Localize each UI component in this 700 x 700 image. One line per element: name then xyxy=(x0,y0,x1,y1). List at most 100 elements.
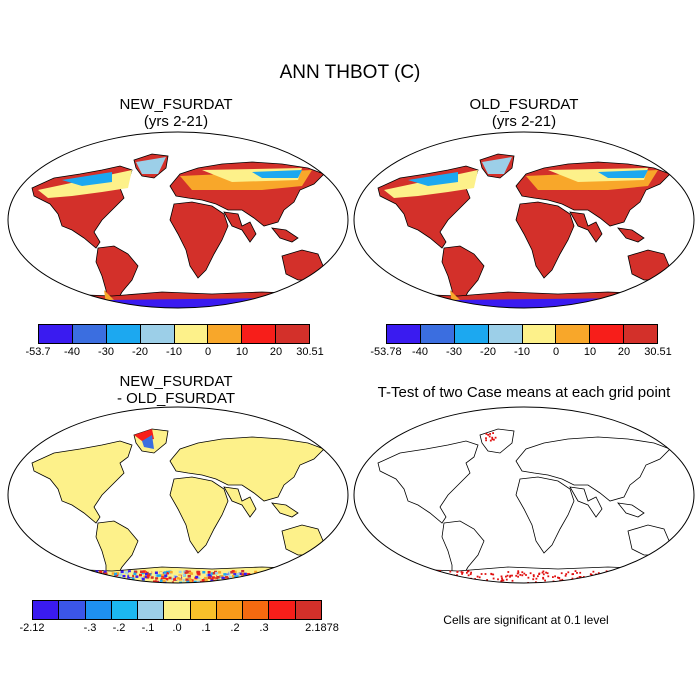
colorbar-tick-label: -30 xyxy=(98,346,114,358)
diff-cell xyxy=(42,570,46,573)
significant-cell xyxy=(491,438,494,441)
diff-cell xyxy=(229,583,232,585)
diff-cell xyxy=(251,575,255,579)
diff-cell xyxy=(185,578,189,581)
diff-cell xyxy=(262,577,266,581)
diff-cell xyxy=(49,575,53,578)
diff-cell xyxy=(267,573,271,576)
diff-cell xyxy=(275,579,279,582)
diff-cell xyxy=(314,576,318,579)
diff-cell xyxy=(42,580,46,583)
diff-cell xyxy=(322,573,326,576)
colorbar-tick-label: 30.51 xyxy=(644,346,672,358)
diff-cell xyxy=(127,583,130,585)
diff-cell xyxy=(87,572,91,576)
significant-cell xyxy=(552,576,554,578)
diff-cell xyxy=(254,570,258,574)
diff-cell xyxy=(300,581,304,583)
diff-cell xyxy=(85,574,89,577)
significant-cell xyxy=(638,575,641,578)
significant-cell xyxy=(654,579,657,582)
diff-cell xyxy=(252,584,255,585)
diff-cell xyxy=(97,581,101,583)
significant-cell xyxy=(532,578,535,581)
colorbar-tick-label: 20 xyxy=(269,346,283,358)
diff-cell xyxy=(32,582,36,583)
diff-cell xyxy=(228,581,231,583)
diff-cell xyxy=(207,571,211,574)
significant-cell xyxy=(485,439,487,442)
diff-cell xyxy=(238,580,242,583)
diff-cell xyxy=(135,575,139,578)
diff-cell xyxy=(228,575,232,579)
significance-note: Cells are significant at 0.1 level xyxy=(443,613,609,627)
diff-cell xyxy=(290,580,294,583)
significant-cell xyxy=(434,571,437,573)
diff-cell xyxy=(46,575,50,578)
diff-cell xyxy=(80,570,84,574)
panel-diff-title: NEW_FSURDAT - OLD_FSURDAT xyxy=(0,373,352,407)
diff-cell xyxy=(84,579,88,582)
diff-cell xyxy=(226,582,230,583)
diff-cell xyxy=(67,570,71,573)
diff-cell xyxy=(325,574,329,578)
diff-cell xyxy=(164,574,168,577)
significant-cell xyxy=(502,579,505,582)
diff-cell xyxy=(169,584,172,585)
significant-cell xyxy=(623,575,626,578)
diff-cell xyxy=(37,574,40,577)
diff-cell xyxy=(283,571,286,575)
colorbar-cell xyxy=(106,325,141,343)
colorbar-cell xyxy=(269,601,296,619)
diff-cell xyxy=(275,576,279,580)
significant-cell xyxy=(634,581,637,583)
diff-cell xyxy=(37,579,41,582)
diff-cell xyxy=(230,582,234,583)
diff-cell xyxy=(128,572,132,575)
diff-cell xyxy=(89,571,92,575)
significant-cell xyxy=(622,573,624,576)
significant-cell xyxy=(468,579,470,581)
diff-cell xyxy=(308,577,312,580)
diff-cell xyxy=(45,576,49,579)
diff-cell xyxy=(115,582,119,583)
diff-cell xyxy=(214,584,217,585)
diff-cell xyxy=(290,577,294,581)
panel-old-title-line1: OLD_FSURDAT xyxy=(469,96,579,113)
diff-cell xyxy=(274,579,277,582)
diff-cell xyxy=(227,573,231,576)
diff-cell xyxy=(53,570,57,573)
diff-cell xyxy=(300,577,304,581)
diff-cell xyxy=(182,573,186,577)
diff-cell xyxy=(274,579,278,582)
diff-cell xyxy=(84,580,88,583)
diff-cell xyxy=(104,579,108,583)
diff-cell xyxy=(171,577,175,581)
diff-cell xyxy=(59,574,63,577)
significant-cell xyxy=(505,575,507,578)
significant-cell xyxy=(565,580,567,583)
diff-cell xyxy=(246,584,249,585)
significant-cell xyxy=(547,575,550,578)
diff-cell xyxy=(115,580,119,583)
colorbar-tick-label: -.1 xyxy=(141,622,155,634)
diff-cell xyxy=(223,573,227,576)
diff-cell xyxy=(61,575,65,578)
diff-cell xyxy=(282,580,286,583)
diff-cell xyxy=(84,576,88,579)
diff-cell xyxy=(263,578,267,582)
diff-cell xyxy=(176,584,179,585)
diff-cell xyxy=(25,583,28,585)
diff-cell xyxy=(226,582,230,583)
diff-cell xyxy=(175,572,179,575)
diff-cell xyxy=(88,576,91,579)
significant-cell xyxy=(593,580,596,583)
diff-cell xyxy=(107,581,111,583)
significant-cell xyxy=(449,583,451,585)
diff-cell xyxy=(325,580,329,583)
diff-cell xyxy=(304,576,308,580)
diff-cell xyxy=(328,574,332,577)
diff-cell xyxy=(284,583,287,585)
diff-cell xyxy=(45,577,49,581)
diff-cell xyxy=(55,582,58,583)
